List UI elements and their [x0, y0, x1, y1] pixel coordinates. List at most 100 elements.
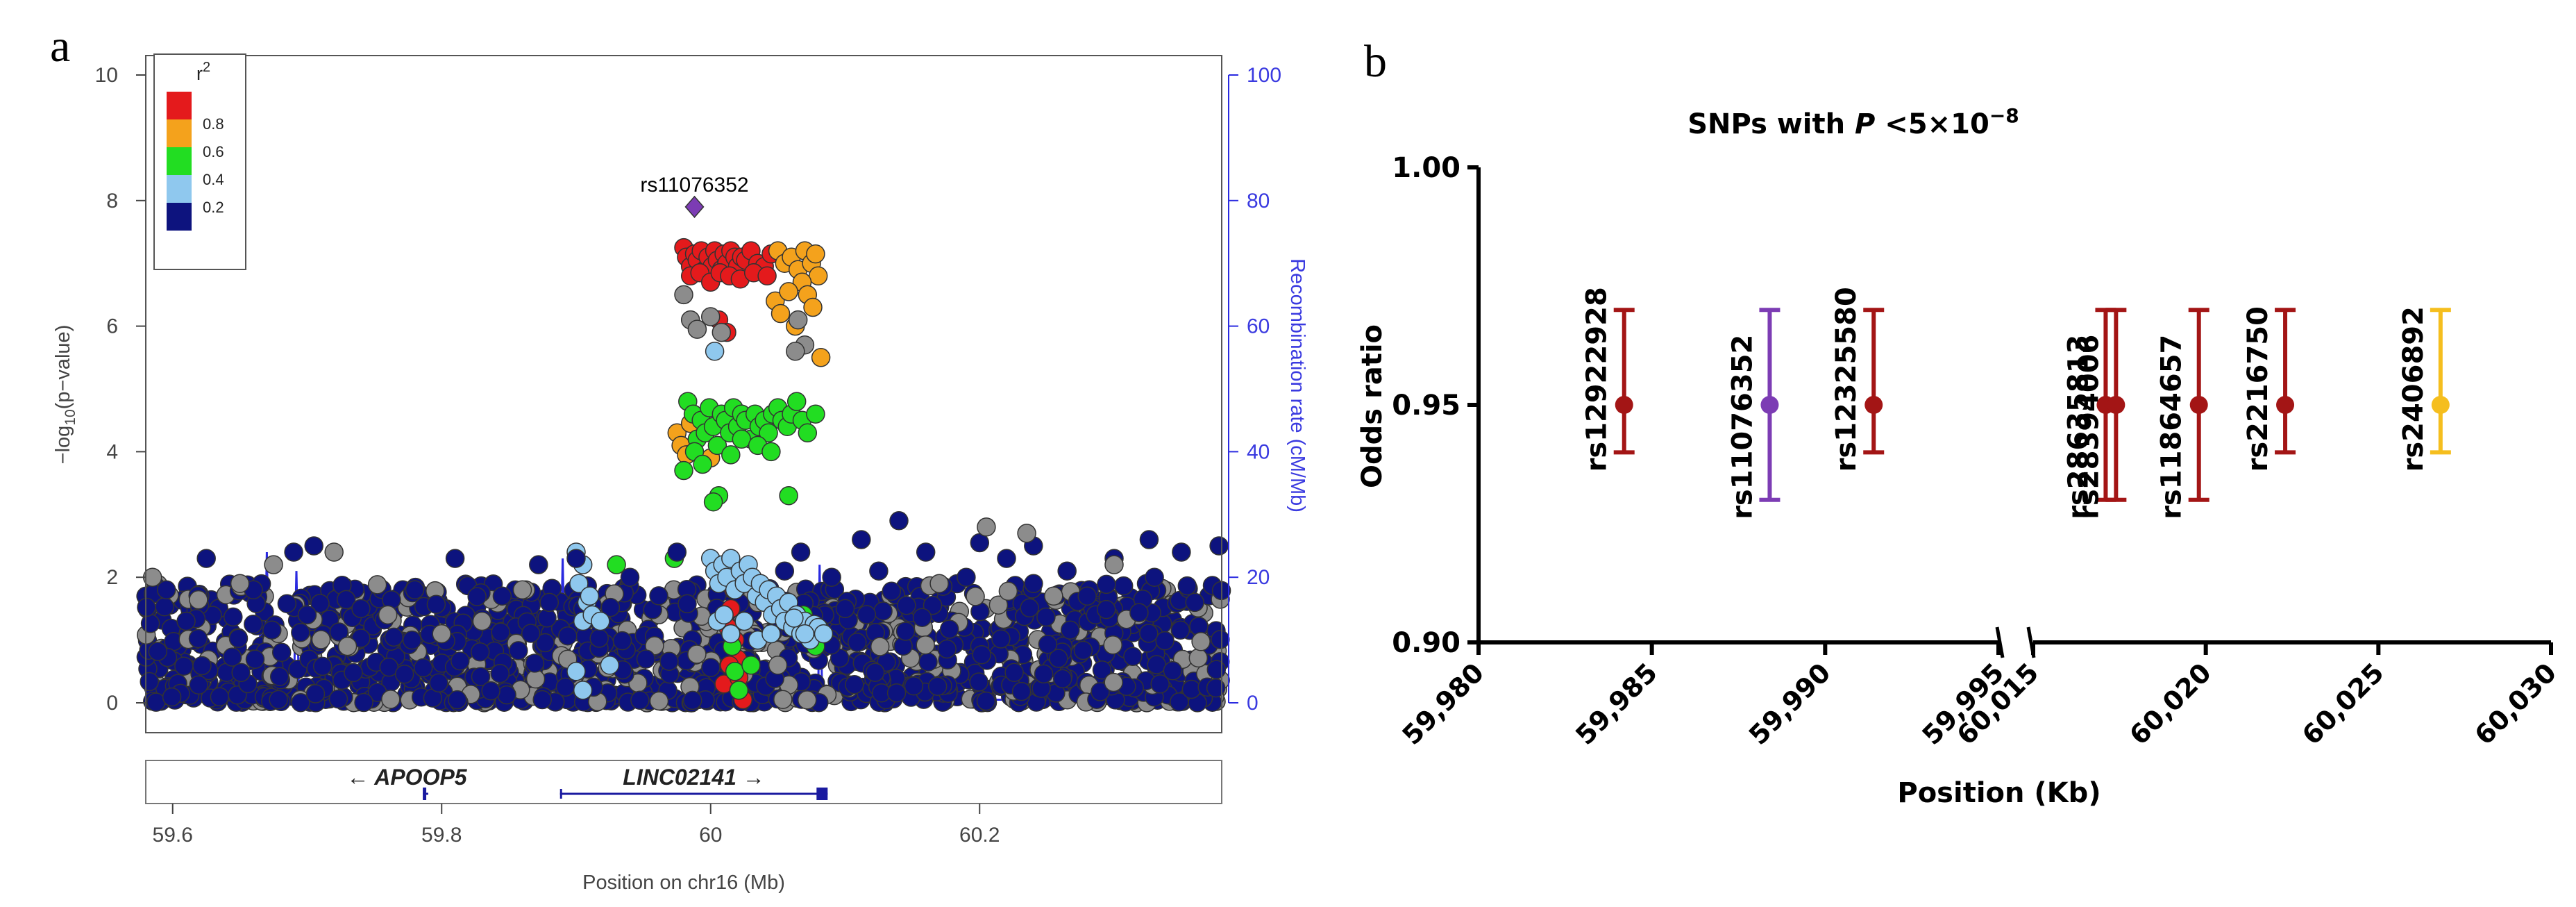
- snp-label: rs11864657: [2156, 335, 2188, 519]
- snp-point: [324, 542, 344, 562]
- snp-label: rs2406892: [2398, 306, 2430, 472]
- snp-point: [612, 631, 632, 651]
- snp-point: [1191, 632, 1211, 651]
- odds-ratio-points: rs12922928 rs11076352 rs12325580 rs28635813…: [1581, 287, 2451, 519]
- snp-point: [384, 627, 404, 647]
- x-tick-label-b: 59,990: [1743, 657, 1837, 751]
- snp-point: [525, 654, 545, 673]
- odds-ratio-point: [2107, 396, 2125, 414]
- snp-point: [721, 445, 741, 465]
- snp-point: [351, 599, 371, 619]
- snp-point: [865, 663, 885, 682]
- snp-point: [705, 342, 725, 361]
- y2-tick-label: 0: [1247, 692, 1258, 715]
- y-tick-label: 8: [106, 190, 118, 213]
- y-axis-left: 0 2 4 6 8 10: [95, 64, 146, 715]
- y-tick-label-b: 0.95: [1392, 390, 1460, 422]
- legend-title: r2: [196, 60, 210, 84]
- snp-point: [729, 681, 749, 700]
- snp-point: [569, 574, 589, 593]
- legend-tick-08: 0.8: [203, 115, 224, 133]
- snp-point: [231, 663, 251, 683]
- snp-point: [566, 662, 586, 681]
- snp-point: [1104, 555, 1124, 574]
- snp-point: [659, 651, 679, 671]
- snp-point: [1170, 620, 1190, 640]
- snp-point: [367, 575, 387, 594]
- snp-point: [1024, 574, 1043, 594]
- x-tick-label-b: 60,020: [2123, 657, 2217, 751]
- snp-point: [889, 511, 909, 531]
- x-axis-label-b: Position (Kb): [1897, 777, 2101, 809]
- snp-point: [873, 601, 893, 621]
- snp-point: [649, 586, 668, 606]
- snp-point: [429, 673, 448, 693]
- snp-point: [426, 594, 446, 614]
- y2-tick-label: 20: [1247, 566, 1270, 589]
- snp-point: [712, 322, 732, 342]
- odds-ratio-point: [2189, 396, 2208, 414]
- legend-tick-04: 0.4: [203, 171, 224, 188]
- snp-point: [687, 319, 707, 339]
- snp-point: [791, 542, 811, 562]
- y-axis-right: 0 20 40 60 80 100: [1228, 64, 1281, 715]
- snp-point: [245, 649, 265, 669]
- snp-point: [271, 642, 292, 663]
- snp-point: [988, 595, 1009, 615]
- snp-point: [1181, 679, 1202, 699]
- snp-point: [1096, 599, 1116, 619]
- snp-point: [1147, 655, 1166, 674]
- snp-point: [521, 624, 541, 643]
- snp-point: [1139, 530, 1159, 549]
- snp-point: [580, 586, 600, 606]
- snp-point: [870, 637, 890, 656]
- snp-point: [707, 435, 727, 456]
- snp-point: [291, 692, 310, 713]
- snp-point: [228, 629, 249, 648]
- snp-point: [649, 691, 669, 711]
- snp-point: [156, 580, 176, 599]
- snp-point: [797, 690, 817, 710]
- y2-tick-label: 100: [1247, 64, 1281, 87]
- snp-point: [512, 580, 532, 600]
- snp-point: [768, 656, 788, 675]
- snp-point: [402, 630, 422, 650]
- y2-tick-label: 80: [1247, 190, 1270, 213]
- snp-point: [264, 555, 283, 574]
- snp-point: [471, 667, 491, 686]
- panel-b-label: b: [1364, 36, 1387, 87]
- snp-point: [312, 656, 332, 676]
- snp-point: [1188, 648, 1209, 668]
- snp-point: [852, 530, 871, 549]
- snp-point: [667, 542, 687, 562]
- snp-point: [1092, 660, 1112, 680]
- snp-point: [244, 615, 263, 634]
- snp-point: [779, 485, 798, 506]
- snp-point: [798, 423, 818, 443]
- snp-point: [573, 681, 593, 700]
- snp-point: [976, 691, 996, 711]
- legend-tick-02: 0.2: [203, 199, 224, 216]
- snp-point: [1185, 592, 1204, 613]
- snp-point: [912, 608, 932, 627]
- snp-point: [394, 664, 414, 684]
- snp-point: [589, 629, 609, 648]
- snp-point: [788, 310, 808, 330]
- snp-point: [991, 629, 1011, 649]
- snp-point: [413, 658, 433, 678]
- snp-point: [600, 597, 621, 617]
- snp-point: [1020, 598, 1039, 618]
- snp-point: [645, 636, 664, 656]
- snp-point: [1172, 542, 1191, 562]
- snp-point: [188, 629, 208, 649]
- legend-swatch-04: [167, 147, 192, 175]
- snp-point: [1036, 607, 1056, 627]
- snp-point: [470, 642, 490, 662]
- snp-point: [210, 687, 230, 707]
- x-tick-label: 60.2: [959, 824, 1000, 847]
- snp-point: [701, 658, 721, 677]
- snp-point: [923, 595, 943, 615]
- odds-ratio-point: [1864, 396, 1883, 414]
- snp-point: [1034, 664, 1054, 684]
- snp-point: [835, 599, 855, 619]
